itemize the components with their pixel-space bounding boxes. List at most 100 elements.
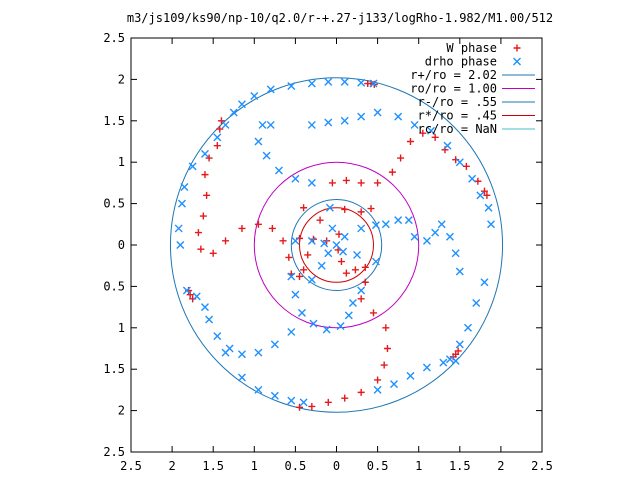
data-point [361,278,369,286]
data-point [394,216,403,225]
data-point [340,116,349,125]
data-point [383,345,391,352]
reference-circle [169,77,504,413]
data-point [455,158,464,167]
data-point [192,292,201,301]
data-point [237,100,246,109]
data-point [332,241,341,249]
data-point [464,323,473,332]
data-point [381,220,390,229]
data-point [182,286,191,295]
legend-label: W phase [446,41,497,55]
data-point [221,120,230,129]
data-point [254,220,262,228]
data-point [451,356,460,365]
legend-label: r-/ro = .55 [418,95,497,109]
data-point [431,228,440,237]
legend-label: r*/ro = .45 [418,109,497,123]
data-point [357,224,366,233]
data-point [254,385,263,394]
data-point [451,249,460,258]
data-point [291,236,300,245]
data-point [443,141,452,150]
data-point [422,363,431,372]
data-point [373,385,382,394]
data-point [209,249,217,257]
data-point [300,266,308,274]
data-point [439,358,448,367]
data-point [344,311,353,320]
data-point [419,129,427,137]
data-point [186,291,194,299]
legend-label: drho phase [425,55,497,69]
x-tick-label: 1 [251,459,258,473]
data-point [177,199,186,208]
data-point [229,108,238,117]
x-tick-label: 1 [415,459,422,473]
data-point [320,239,329,248]
data-point [287,396,296,405]
data-point [437,220,446,229]
x-tick-label: 2.5 [531,459,553,473]
data-point [287,82,296,91]
data-point [487,220,496,229]
data-point [357,208,365,216]
data-point [357,295,365,303]
data-point [357,179,365,187]
data-point [238,224,246,232]
data-point [237,350,246,359]
data-point [324,398,332,406]
data-point [455,340,464,349]
data-point [397,154,405,162]
data-point [188,162,197,171]
data-point [468,174,477,183]
data-point [285,253,293,261]
data-point [369,309,377,317]
data-point [205,315,214,324]
data-point [361,263,369,271]
data-point [373,108,382,117]
data-point [299,398,308,407]
data-point [382,324,390,332]
data-point [390,380,399,389]
data-point [445,355,454,364]
x-tick-label: 0.5 [285,459,307,473]
data-point [339,247,348,256]
data-point [454,347,462,355]
data-point [348,298,357,307]
data-point [472,298,481,307]
data-point [213,133,222,142]
data-point [422,236,431,245]
data-point [317,261,326,270]
chart-title: m3/js109/ks90/np-10/q2.0/r-+.27-j133/log… [127,11,553,25]
legend-label: rc/ro = NaN [418,122,497,136]
data-point [480,187,488,195]
data-point [340,77,349,86]
data-point [266,120,275,129]
series-group [185,80,491,411]
data-point [194,229,202,237]
data-point [374,376,382,384]
data-point [325,203,334,212]
y-tick-label: 2.5 [103,31,125,45]
data-point [254,348,263,357]
data-point [309,319,318,328]
data-point [455,267,464,276]
data-point [287,272,296,281]
data-point [369,79,378,88]
data-point [324,77,333,86]
y-tick-label: 2 [118,72,125,86]
y-tick-label: 0 [118,238,125,252]
data-point [217,117,225,125]
data-point [296,403,304,411]
y-tick-label: 2.5 [103,445,125,459]
x-tick-label: 0.5 [367,459,389,473]
data-point [254,137,263,146]
y-tick-label: 2 [118,404,125,418]
x-tick-label: 1.5 [202,459,224,473]
data-point [353,250,362,259]
legend-marker [513,44,521,52]
legend-label: r+/ro = 2.02 [410,68,497,82]
